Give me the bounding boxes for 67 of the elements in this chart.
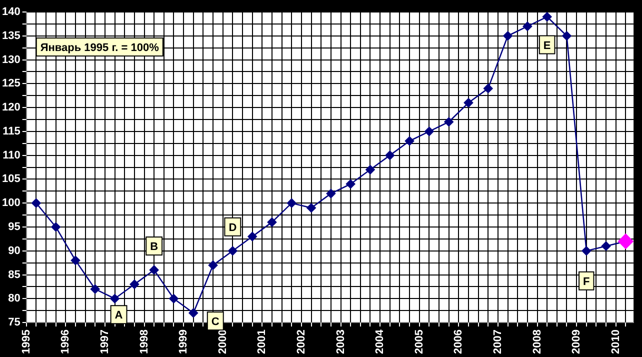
x-tick-label: 1997 — [98, 330, 111, 354]
point — [267, 218, 277, 227]
y-tick-label: 95 — [8, 221, 20, 234]
x-tick-label: 2008 — [531, 330, 544, 354]
point — [90, 284, 100, 294]
y-tick-label: 130 — [2, 54, 20, 66]
y-tick-label: 110 — [2, 149, 20, 162]
point — [601, 241, 611, 251]
annotation: C — [211, 316, 220, 328]
point — [366, 165, 375, 174]
point — [286, 198, 296, 208]
annotation: D — [228, 222, 237, 234]
x-tick-label: 2010 — [610, 330, 622, 354]
y-tick-label: 90 — [8, 244, 20, 257]
y-tick-label: 85 — [8, 268, 20, 281]
point — [228, 246, 238, 256]
y-tick-label: 80 — [8, 292, 20, 305]
x-tick-label: 2000 — [216, 330, 229, 354]
y-tick-label: 100 — [2, 197, 20, 210]
point — [385, 150, 395, 160]
point — [188, 308, 198, 318]
x-tick-label: 1995 — [20, 330, 32, 354]
point — [110, 294, 120, 304]
x-tick-label: 2001 — [256, 330, 268, 354]
x-tick-label: 2007 — [492, 330, 504, 354]
point — [444, 117, 454, 127]
annotation: A — [114, 310, 123, 322]
y-tick-label: 115 — [2, 125, 20, 138]
y-tick-label: 135 — [2, 30, 20, 42]
x-tick-label: 2004 — [374, 328, 386, 354]
y-tick-label: 75 — [8, 316, 20, 329]
point — [503, 31, 512, 41]
point — [130, 280, 140, 289]
x-tick-label: 1999 — [178, 330, 190, 354]
annotation: F — [583, 276, 590, 288]
point — [169, 294, 178, 304]
point — [483, 84, 493, 94]
y-tick-label: 105 — [2, 173, 20, 186]
point — [562, 31, 572, 41]
x-tick-label: 1996 — [60, 330, 72, 354]
point — [464, 98, 474, 108]
point — [542, 12, 552, 22]
x-tick-label: 2006 — [452, 330, 465, 354]
annotation: Январь 1995 г. = 100% — [40, 42, 160, 54]
annotation: B — [150, 241, 158, 254]
point — [346, 179, 356, 189]
annotation: E — [543, 40, 551, 52]
y-tick-label: 120 — [2, 102, 20, 114]
point — [32, 198, 41, 208]
point — [248, 232, 257, 242]
point — [582, 246, 592, 256]
x-tick-label: 2005 — [413, 330, 426, 354]
x-tick-label: 1998 — [138, 330, 150, 354]
point — [326, 188, 336, 198]
point — [51, 222, 60, 232]
x-tick-label: 2009 — [570, 330, 583, 354]
point — [149, 265, 159, 275]
point — [70, 256, 80, 266]
point — [424, 126, 434, 136]
x-tick-label: 2002 — [295, 330, 308, 354]
point — [208, 260, 218, 270]
point — [404, 136, 414, 146]
point — [522, 22, 532, 31]
y-tick-label: 125 — [2, 78, 20, 90]
point — [306, 203, 316, 213]
x-tick-label: 2003 — [334, 330, 347, 354]
y-tick-label: 140 — [2, 6, 20, 18]
